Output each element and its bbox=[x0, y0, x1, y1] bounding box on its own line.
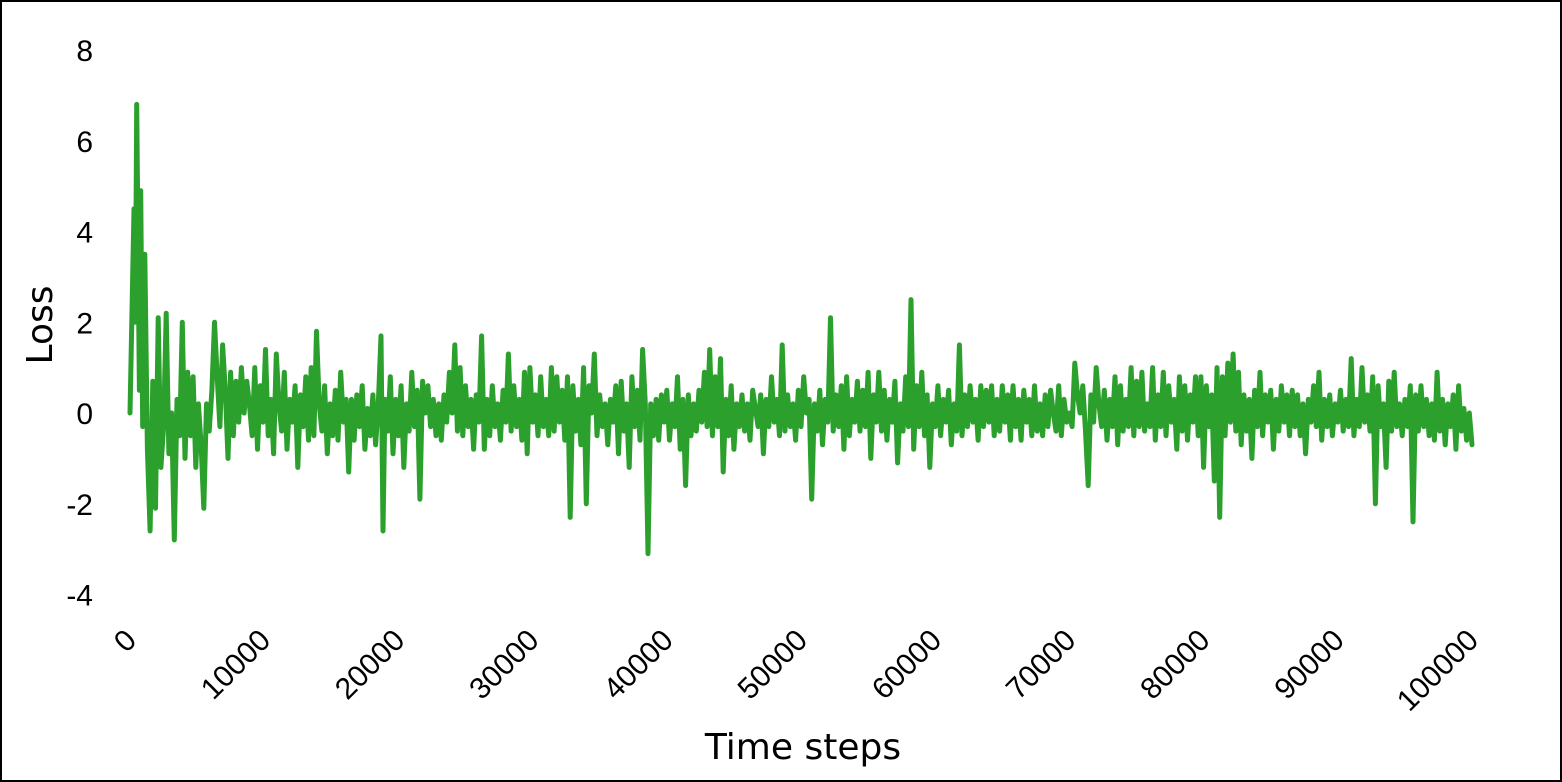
y-tick-label: -2 bbox=[66, 489, 93, 522]
x-axis-title: Time steps bbox=[704, 727, 901, 768]
y-tick-label: 0 bbox=[76, 398, 93, 431]
x-tick-label: 10000 bbox=[195, 624, 277, 706]
x-tick-label: 50000 bbox=[732, 624, 814, 706]
y-tick-label: 2 bbox=[76, 307, 93, 340]
x-tick-label: 20000 bbox=[329, 624, 411, 706]
x-tick-label: 0 bbox=[108, 624, 143, 659]
x-axis-ticks: 0 10000 20000 30000 40000 50000 60000 70000 8000… bbox=[108, 624, 1485, 718]
x-tick-label: 90000 bbox=[1268, 624, 1350, 706]
loss-series-line bbox=[127, 101, 1475, 557]
y-axis-title: Loss bbox=[20, 286, 61, 365]
x-tick-label: 60000 bbox=[866, 624, 948, 706]
y-axis-ticks: 8 6 4 2 0 -2 -4 bbox=[66, 35, 93, 613]
y-tick-label: 4 bbox=[76, 217, 93, 250]
y-tick-label: -4 bbox=[66, 580, 93, 613]
x-tick-label: 40000 bbox=[597, 624, 679, 706]
x-tick-label: 30000 bbox=[463, 624, 545, 706]
plot-area bbox=[127, 101, 1475, 557]
x-tick-label: 70000 bbox=[1000, 624, 1082, 706]
y-tick-label: 6 bbox=[76, 126, 93, 159]
x-tick-label: 80000 bbox=[1134, 624, 1216, 706]
x-tick-label: 100000 bbox=[1391, 624, 1485, 718]
y-tick-label: 8 bbox=[76, 35, 93, 68]
